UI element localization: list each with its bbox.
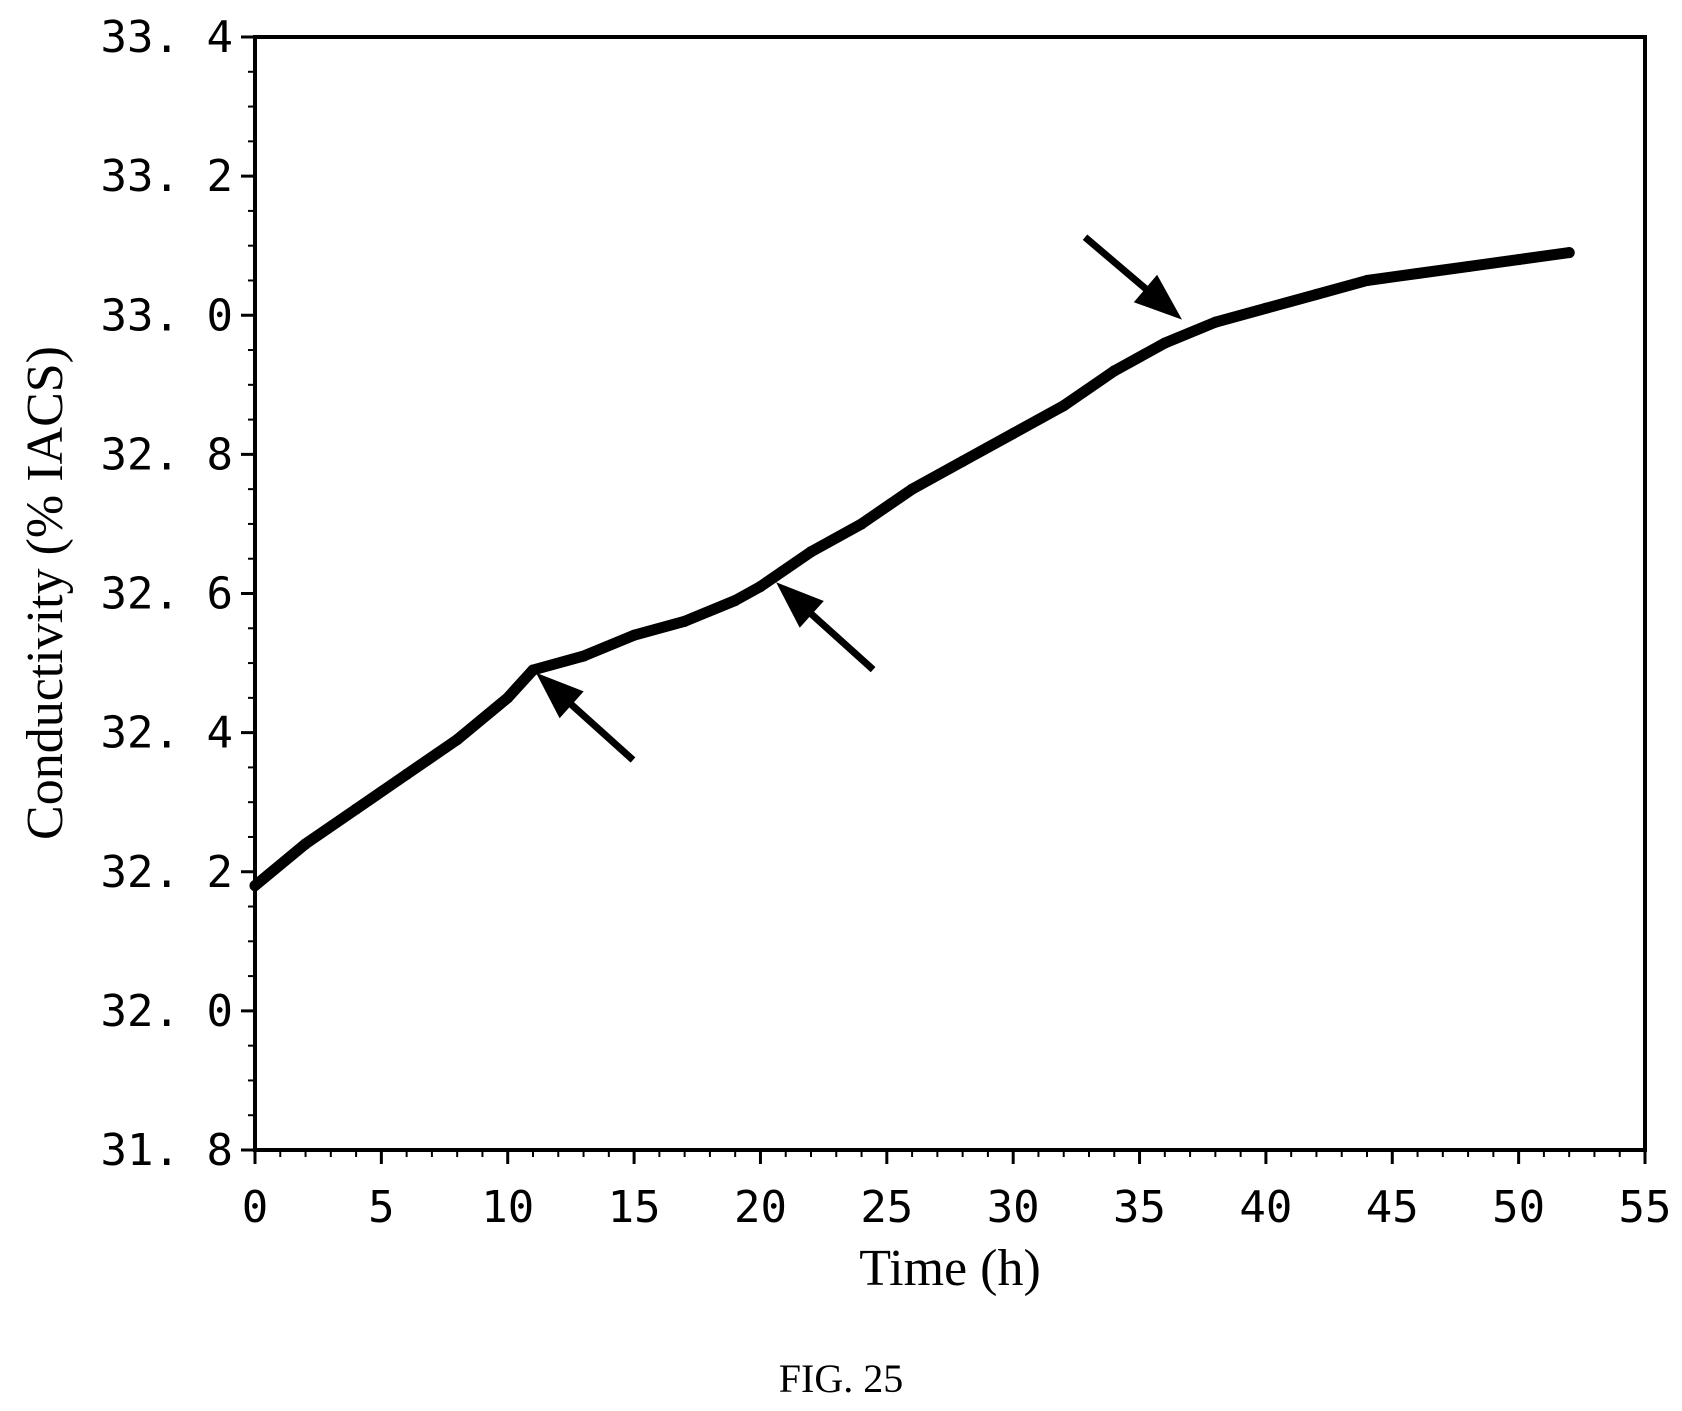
series-line — [249, 247, 1575, 892]
data-point — [1058, 400, 1070, 412]
data-point — [1310, 288, 1322, 300]
y-tick-label: 33. 2 — [101, 151, 233, 202]
data-point — [628, 629, 640, 641]
data-point — [856, 518, 868, 530]
x-tick-label: 10 — [481, 1182, 534, 1233]
x-tick-label: 45 — [1366, 1182, 1419, 1233]
data-point — [1007, 428, 1019, 440]
annotations-layer — [536, 234, 1182, 763]
y-axis-ticks: 31. 8 32. 0 32. 2 32. 4 32. 6 32. 8 33. 0 33. 2… — [101, 12, 255, 1176]
x-tick-label: 25 — [860, 1182, 913, 1233]
data-point — [350, 803, 362, 815]
data-point — [249, 880, 261, 892]
y-tick-label: 33. 4 — [101, 12, 233, 63]
data-point — [578, 650, 590, 662]
data-point — [1412, 268, 1424, 280]
data-point — [679, 615, 691, 627]
data-point — [1563, 247, 1575, 259]
data-point — [451, 734, 463, 746]
x-tick-label: 5 — [368, 1182, 395, 1233]
x-tick-label: 0 — [242, 1182, 269, 1233]
data-point — [401, 768, 413, 780]
y-tick-label: 32. 8 — [101, 429, 233, 480]
y-tick-label: 32. 6 — [101, 569, 233, 620]
data-point — [754, 581, 766, 593]
data-point — [527, 664, 539, 676]
x-tick-label: 55 — [1619, 1182, 1672, 1233]
data-point — [1462, 261, 1474, 273]
annotation-arrowhead — [1133, 274, 1182, 320]
annotation-arrowhead — [536, 672, 584, 719]
plot-frame — [253, 35, 1647, 1152]
data-point — [1260, 302, 1272, 314]
x-tick-label: 20 — [734, 1182, 787, 1233]
y-axis-title: Conductivity (% IACS) — [17, 346, 74, 840]
x-tick-label: 15 — [608, 1182, 661, 1233]
figure-caption: FIG. 25 — [778, 1356, 904, 1401]
y-tick-label: 32. 0 — [101, 986, 233, 1037]
x-axis-title: Time (h) — [859, 1240, 1041, 1297]
data-point — [957, 455, 969, 467]
data-point — [502, 692, 514, 704]
y-tick-label: 33. 0 — [101, 290, 233, 341]
x-tick-label: 30 — [987, 1182, 1040, 1233]
data-point — [1513, 254, 1525, 266]
x-tick-label: 35 — [1113, 1182, 1166, 1233]
data-point — [1159, 337, 1171, 349]
y-tick-label: 32. 2 — [101, 847, 233, 898]
data-point — [906, 483, 918, 495]
data-point — [1108, 365, 1120, 377]
x-tick-label: 50 — [1492, 1182, 1545, 1233]
y-tick-label: 31. 8 — [101, 1125, 233, 1176]
data-point — [805, 546, 817, 558]
data-point — [300, 838, 312, 850]
data-point — [1209, 316, 1221, 328]
x-tick-label: 40 — [1239, 1182, 1292, 1233]
x-axis-ticks: 0 5 10 15 20 25 30 35 40 45 50 55 — [242, 1150, 1672, 1233]
data-point — [729, 594, 741, 606]
annotation-arrowhead — [776, 582, 824, 628]
series-layer — [249, 247, 1575, 892]
y-tick-label: 32. 4 — [101, 708, 233, 759]
data-point — [1361, 274, 1373, 286]
